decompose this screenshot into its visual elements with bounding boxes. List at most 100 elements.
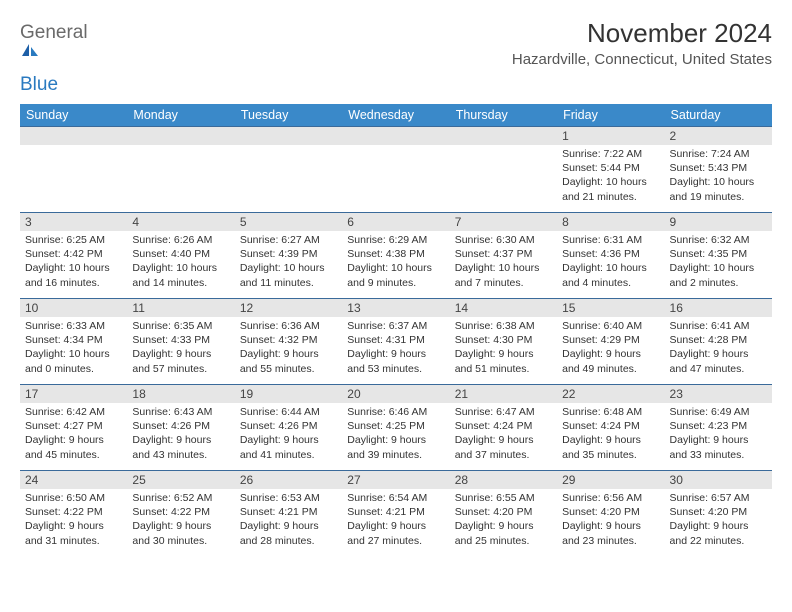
daylight-text: Daylight: 10 hours and 14 minutes. bbox=[132, 261, 229, 289]
daylight-text: Daylight: 10 hours and 11 minutes. bbox=[240, 261, 337, 289]
sunset-text: Sunset: 4:27 PM bbox=[25, 419, 122, 433]
day-header-row: Sunday Monday Tuesday Wednesday Thursday… bbox=[20, 104, 772, 127]
sunrise-text: Sunrise: 6:55 AM bbox=[455, 491, 552, 505]
sunset-text: Sunset: 4:23 PM bbox=[670, 419, 767, 433]
day-data: Sunrise: 6:26 AMSunset: 4:40 PMDaylight:… bbox=[127, 231, 234, 294]
day-header: Wednesday bbox=[342, 104, 449, 127]
header: General Blue November 2024 Hazardville, … bbox=[20, 18, 772, 94]
calendar-week-row: 24Sunrise: 6:50 AMSunset: 4:22 PMDayligh… bbox=[20, 471, 772, 557]
calendar-cell: 22Sunrise: 6:48 AMSunset: 4:24 PMDayligh… bbox=[557, 385, 664, 471]
calendar-cell: 11Sunrise: 6:35 AMSunset: 4:33 PMDayligh… bbox=[127, 299, 234, 385]
day-data: Sunrise: 6:49 AMSunset: 4:23 PMDaylight:… bbox=[665, 403, 772, 466]
day-number: 22 bbox=[557, 385, 664, 403]
sunrise-text: Sunrise: 7:24 AM bbox=[670, 147, 767, 161]
day-data: Sunrise: 6:38 AMSunset: 4:30 PMDaylight:… bbox=[450, 317, 557, 380]
daylight-text: Daylight: 10 hours and 16 minutes. bbox=[25, 261, 122, 289]
calendar-cell: 25Sunrise: 6:52 AMSunset: 4:22 PMDayligh… bbox=[127, 471, 234, 557]
sunset-text: Sunset: 4:28 PM bbox=[670, 333, 767, 347]
sunrise-text: Sunrise: 6:41 AM bbox=[670, 319, 767, 333]
sunrise-text: Sunrise: 6:50 AM bbox=[25, 491, 122, 505]
day-data: Sunrise: 6:27 AMSunset: 4:39 PMDaylight:… bbox=[235, 231, 342, 294]
calendar-week-row: 1Sunrise: 7:22 AMSunset: 5:44 PMDaylight… bbox=[20, 127, 772, 213]
calendar-cell: 9Sunrise: 6:32 AMSunset: 4:35 PMDaylight… bbox=[665, 213, 772, 299]
calendar-cell: 8Sunrise: 6:31 AMSunset: 4:36 PMDaylight… bbox=[557, 213, 664, 299]
day-data: Sunrise: 6:37 AMSunset: 4:31 PMDaylight:… bbox=[342, 317, 449, 380]
daylight-text: Daylight: 9 hours and 35 minutes. bbox=[562, 433, 659, 461]
sunrise-text: Sunrise: 6:47 AM bbox=[455, 405, 552, 419]
calendar-cell: 16Sunrise: 6:41 AMSunset: 4:28 PMDayligh… bbox=[665, 299, 772, 385]
calendar-cell bbox=[127, 127, 234, 213]
sunset-text: Sunset: 4:26 PM bbox=[132, 419, 229, 433]
logo: General Blue bbox=[20, 18, 88, 94]
daylight-text: Daylight: 9 hours and 27 minutes. bbox=[347, 519, 444, 547]
daylight-text: Daylight: 9 hours and 33 minutes. bbox=[670, 433, 767, 461]
sunset-text: Sunset: 4:40 PM bbox=[132, 247, 229, 261]
sunset-text: Sunset: 4:24 PM bbox=[562, 419, 659, 433]
day-data: Sunrise: 6:32 AMSunset: 4:35 PMDaylight:… bbox=[665, 231, 772, 294]
day-number: 11 bbox=[127, 299, 234, 317]
day-number: 12 bbox=[235, 299, 342, 317]
sunset-text: Sunset: 4:35 PM bbox=[670, 247, 767, 261]
calendar-cell bbox=[235, 127, 342, 213]
logo-sail-icon bbox=[20, 42, 88, 58]
daylight-text: Daylight: 9 hours and 28 minutes. bbox=[240, 519, 337, 547]
daylight-text: Daylight: 9 hours and 53 minutes. bbox=[347, 347, 444, 375]
day-data: Sunrise: 6:53 AMSunset: 4:21 PMDaylight:… bbox=[235, 489, 342, 552]
calendar-cell: 17Sunrise: 6:42 AMSunset: 4:27 PMDayligh… bbox=[20, 385, 127, 471]
day-number: 20 bbox=[342, 385, 449, 403]
calendar-cell: 7Sunrise: 6:30 AMSunset: 4:37 PMDaylight… bbox=[450, 213, 557, 299]
calendar-week-row: 17Sunrise: 6:42 AMSunset: 4:27 PMDayligh… bbox=[20, 385, 772, 471]
daylight-text: Daylight: 9 hours and 51 minutes. bbox=[455, 347, 552, 375]
logo-word-2: Blue bbox=[20, 74, 58, 95]
page-title: November 2024 bbox=[512, 18, 772, 49]
daylight-text: Daylight: 9 hours and 45 minutes. bbox=[25, 433, 122, 461]
day-data: Sunrise: 6:41 AMSunset: 4:28 PMDaylight:… bbox=[665, 317, 772, 380]
day-number: 16 bbox=[665, 299, 772, 317]
daylight-text: Daylight: 9 hours and 22 minutes. bbox=[670, 519, 767, 547]
daylight-text: Daylight: 10 hours and 4 minutes. bbox=[562, 261, 659, 289]
sunrise-text: Sunrise: 6:37 AM bbox=[347, 319, 444, 333]
day-number bbox=[450, 127, 557, 145]
calendar-cell: 2Sunrise: 7:24 AMSunset: 5:43 PMDaylight… bbox=[665, 127, 772, 213]
calendar-cell: 13Sunrise: 6:37 AMSunset: 4:31 PMDayligh… bbox=[342, 299, 449, 385]
sunset-text: Sunset: 4:26 PM bbox=[240, 419, 337, 433]
daylight-text: Daylight: 10 hours and 7 minutes. bbox=[455, 261, 552, 289]
daylight-text: Daylight: 9 hours and 39 minutes. bbox=[347, 433, 444, 461]
day-data: Sunrise: 6:33 AMSunset: 4:34 PMDaylight:… bbox=[20, 317, 127, 380]
calendar-cell: 10Sunrise: 6:33 AMSunset: 4:34 PMDayligh… bbox=[20, 299, 127, 385]
sunset-text: Sunset: 4:22 PM bbox=[132, 505, 229, 519]
sunrise-text: Sunrise: 6:29 AM bbox=[347, 233, 444, 247]
day-number: 30 bbox=[665, 471, 772, 489]
sunrise-text: Sunrise: 6:32 AM bbox=[670, 233, 767, 247]
day-number: 13 bbox=[342, 299, 449, 317]
daylight-text: Daylight: 9 hours and 37 minutes. bbox=[455, 433, 552, 461]
daylight-text: Daylight: 9 hours and 41 minutes. bbox=[240, 433, 337, 461]
sunrise-text: Sunrise: 6:31 AM bbox=[562, 233, 659, 247]
calendar-cell: 14Sunrise: 6:38 AMSunset: 4:30 PMDayligh… bbox=[450, 299, 557, 385]
daylight-text: Daylight: 9 hours and 23 minutes. bbox=[562, 519, 659, 547]
daylight-text: Daylight: 9 hours and 57 minutes. bbox=[132, 347, 229, 375]
day-header: Sunday bbox=[20, 104, 127, 127]
day-header: Tuesday bbox=[235, 104, 342, 127]
day-data: Sunrise: 6:44 AMSunset: 4:26 PMDaylight:… bbox=[235, 403, 342, 466]
day-data: Sunrise: 7:22 AMSunset: 5:44 PMDaylight:… bbox=[557, 145, 664, 208]
day-data: Sunrise: 6:46 AMSunset: 4:25 PMDaylight:… bbox=[342, 403, 449, 466]
sunset-text: Sunset: 4:38 PM bbox=[347, 247, 444, 261]
sunrise-text: Sunrise: 6:36 AM bbox=[240, 319, 337, 333]
sunset-text: Sunset: 4:29 PM bbox=[562, 333, 659, 347]
day-data: Sunrise: 6:31 AMSunset: 4:36 PMDaylight:… bbox=[557, 231, 664, 294]
day-data: Sunrise: 6:42 AMSunset: 4:27 PMDaylight:… bbox=[20, 403, 127, 466]
calendar-cell: 21Sunrise: 6:47 AMSunset: 4:24 PMDayligh… bbox=[450, 385, 557, 471]
day-number bbox=[127, 127, 234, 145]
logo-word-1: General bbox=[20, 22, 88, 43]
day-number: 8 bbox=[557, 213, 664, 231]
sunset-text: Sunset: 4:36 PM bbox=[562, 247, 659, 261]
calendar-cell: 30Sunrise: 6:57 AMSunset: 4:20 PMDayligh… bbox=[665, 471, 772, 557]
calendar-cell bbox=[450, 127, 557, 213]
sunset-text: Sunset: 5:43 PM bbox=[670, 161, 767, 175]
sunrise-text: Sunrise: 6:42 AM bbox=[25, 405, 122, 419]
sunrise-text: Sunrise: 6:40 AM bbox=[562, 319, 659, 333]
day-number: 25 bbox=[127, 471, 234, 489]
sunrise-text: Sunrise: 7:22 AM bbox=[562, 147, 659, 161]
day-data: Sunrise: 6:36 AMSunset: 4:32 PMDaylight:… bbox=[235, 317, 342, 380]
